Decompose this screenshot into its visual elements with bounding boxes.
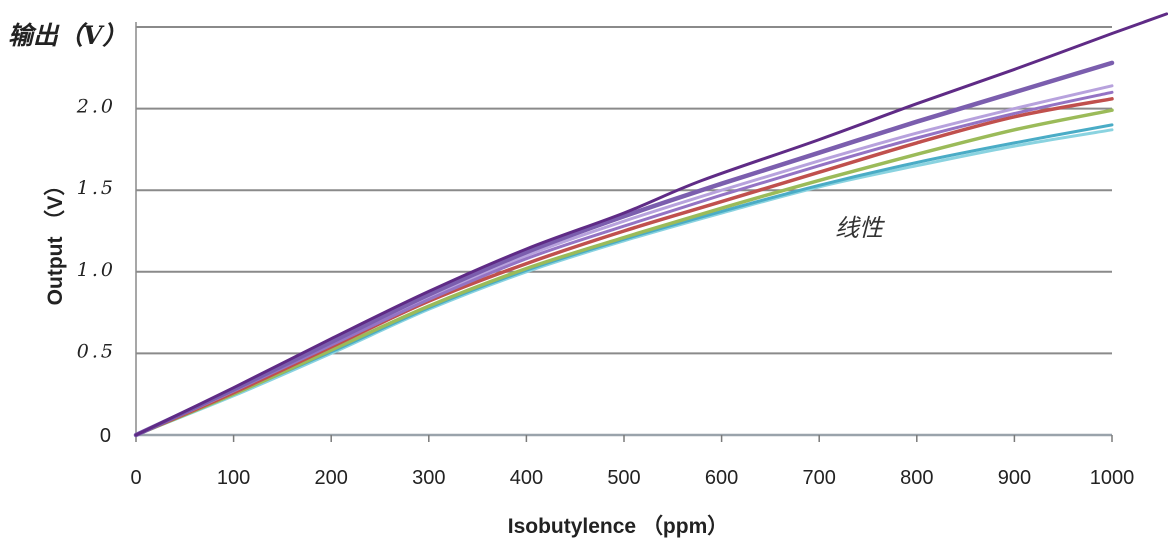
x-tick-label: 800 <box>900 467 933 489</box>
x-tick-label: 700 <box>803 467 836 489</box>
annotation-linear: 线性 <box>835 214 885 242</box>
grid-layer <box>136 26 1112 355</box>
series-line-7 <box>133 60 1115 438</box>
x-tick-label: 200 <box>315 467 348 489</box>
y-unit-label: 输出（V） <box>8 21 127 50</box>
x-axis-title: Isobutylence （ppm） <box>508 514 729 538</box>
x-tick-label: 600 <box>705 467 738 489</box>
series-line-3 <box>134 108 1114 437</box>
y-tick-label: 2.0 <box>76 96 116 118</box>
x-tick-label: 0 <box>130 467 141 489</box>
tick-label-layer: 0 100 200 300 400 500 600 700 800 900 1000 0 0.5 1.0 1… <box>76 96 1134 489</box>
x-tick-label: 100 <box>217 467 250 489</box>
axis-layer <box>135 22 1113 442</box>
y-tick-label: 0 <box>100 425 111 447</box>
series-line-6 <box>134 90 1114 437</box>
series-line-8 <box>134 12 1168 437</box>
x-tick-label: 300 <box>412 467 445 489</box>
series-line-4 <box>134 97 1114 437</box>
y-tick-label: 0.5 <box>77 340 116 362</box>
x-tick-label: 900 <box>998 467 1031 489</box>
series-line-2 <box>134 123 1114 437</box>
series-layer <box>133 12 1168 438</box>
y-tick-label: 1.0 <box>77 259 116 281</box>
x-tick-label: 1000 <box>1090 467 1135 489</box>
y-tick-label: 1.5 <box>77 177 116 199</box>
x-tick-label: 500 <box>607 467 640 489</box>
series-line-5 <box>134 84 1114 437</box>
x-tick-label: 400 <box>510 467 543 489</box>
series-line-1 <box>134 128 1114 437</box>
y-axis-title: Output （V） <box>43 175 67 306</box>
